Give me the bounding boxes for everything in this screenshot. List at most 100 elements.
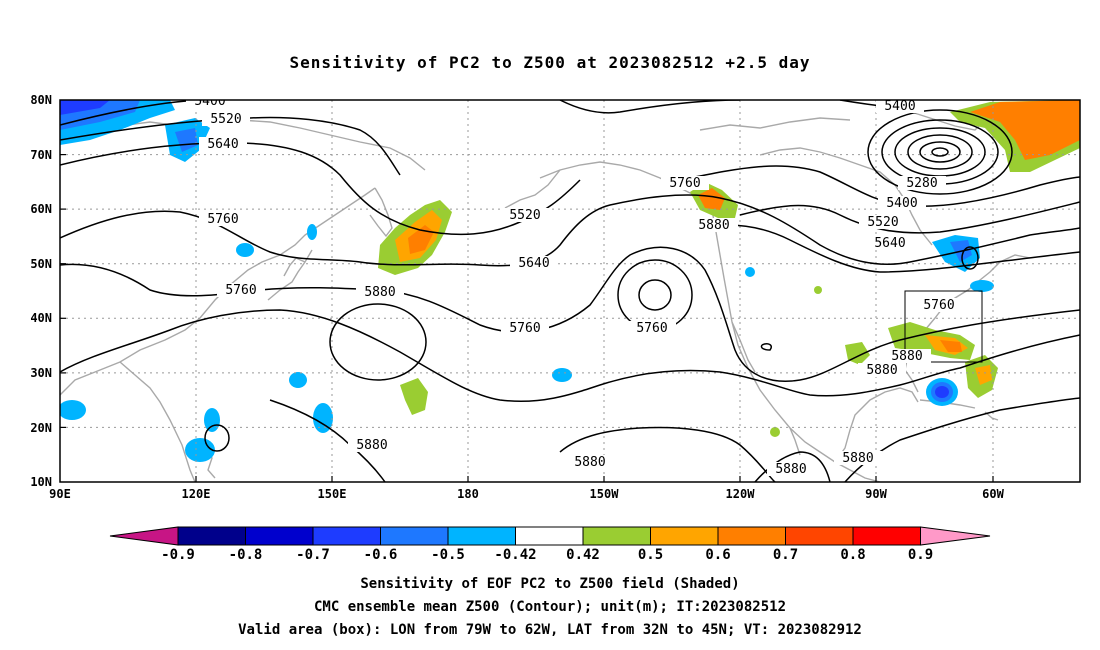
shade-negative-region (745, 267, 755, 277)
map-plot-area: 5400 5520 5640 5760 5760 5880 5640 5520 … (30, 93, 1081, 501)
colorbar-swatch (312, 526, 381, 546)
map-frame (59, 99, 1081, 483)
contour-label: 5640 (199, 137, 247, 152)
contour-label: 5760 (501, 321, 549, 336)
axis-ticks (60, 154, 994, 482)
svg-text:5880: 5880 (356, 438, 387, 453)
svg-text:5640: 5640 (518, 256, 549, 271)
contour-labels: 5400 5520 5640 5760 5760 5880 5640 5520 … (186, 99, 963, 477)
shade-negative-region (204, 408, 220, 432)
contour-label: 5400 (876, 99, 924, 114)
lon-label: 90W (865, 487, 887, 501)
contour-label: 5640 (510, 256, 558, 271)
contour-label: 5880 (834, 451, 882, 466)
lon-label: 120E (182, 487, 211, 501)
colorbar-tick-label: 0.5 (638, 547, 663, 563)
shade-positive-region (970, 100, 1080, 160)
contour-label: 5520 (859, 215, 907, 230)
svg-text:5880: 5880 (775, 462, 806, 477)
svg-text:5760: 5760 (636, 321, 667, 336)
svg-text:5640: 5640 (207, 137, 238, 152)
svg-text:5880: 5880 (891, 349, 922, 364)
colorbar-tick-label: -0.7 (296, 547, 330, 563)
lon-label: 150W (590, 487, 620, 501)
colorbar-swatch (920, 526, 991, 546)
contour-label: 5760 (199, 212, 247, 227)
shade-negative-region (970, 280, 994, 292)
caption-line: Valid area (box): LON from 79W to 62W, L… (238, 622, 862, 638)
lat-label: 30N (30, 366, 52, 380)
svg-text:5760: 5760 (207, 212, 238, 227)
lat-label: 60N (30, 202, 52, 216)
lat-label: 40N (30, 311, 52, 325)
colorbar-tick-label: -0.5 (431, 547, 465, 563)
shade-positive-region (770, 427, 780, 437)
contour-label: 5760 (628, 321, 676, 336)
svg-text:5760: 5760 (509, 321, 540, 336)
svg-text:5880: 5880 (866, 363, 897, 378)
colorbar-swatch (717, 526, 786, 546)
colorbar-tick-label: -0.9 (161, 547, 195, 563)
colorbar-swatch (582, 526, 651, 546)
contour-label: 5760 (915, 298, 963, 313)
svg-text:5640: 5640 (874, 236, 905, 251)
svg-text:5520: 5520 (509, 208, 540, 223)
contour-label: 5760 (217, 283, 265, 298)
shade-negative-region (175, 128, 198, 152)
sensitivity-shading (60, 100, 1080, 462)
contour-label: 5880 (348, 438, 396, 453)
lat-label: 20N (30, 421, 52, 435)
shade-negative-region (236, 243, 254, 257)
contour-label: 5880 (883, 349, 931, 364)
grid-lines (60, 100, 1080, 482)
colorbar-swatch (177, 526, 246, 546)
colorbar-swatch (785, 526, 854, 546)
lon-label: 120W (726, 487, 756, 501)
shade-positive-region (698, 188, 725, 210)
shade-positive-region (814, 286, 822, 294)
shade-negative-region (552, 368, 572, 382)
caption-line: CMC ensemble mean Z500 (Contour); unit(m… (314, 599, 786, 615)
figure-title: Sensitivity of PC2 to Z500 at 2023082512… (289, 53, 810, 72)
longitude-labels: 90E 120E 150E 180 150W 120W 90W 60W (49, 487, 1004, 501)
shade-positive-region (408, 225, 434, 254)
colorbar: -0.9 -0.8 -0.7 -0.6 -0.5 -0.42 0.42 0.5 … (109, 526, 991, 563)
contour-label: 5880 (690, 218, 738, 233)
contour-label: 5520 (501, 208, 549, 223)
lat-label: 70N (30, 148, 52, 162)
svg-text:5880: 5880 (698, 218, 729, 233)
lat-label: 50N (30, 257, 52, 271)
svg-text:5400: 5400 (886, 196, 917, 211)
colorbar-swatch (380, 526, 449, 546)
shade-negative-region (60, 400, 86, 420)
colorbar-swatch (447, 526, 516, 546)
colorbar-tick-label: 0.8 (840, 547, 865, 563)
svg-text:5760: 5760 (923, 298, 954, 313)
valid-area-box (904, 290, 983, 363)
latitude-labels: 80N 70N 60N 50N 40N 30N 20N 10N (30, 93, 52, 489)
lon-label: 180 (457, 487, 479, 501)
colorbar-tick-label: 0.7 (773, 547, 798, 563)
svg-text:5400: 5400 (884, 99, 915, 114)
svg-text:5520: 5520 (867, 215, 898, 230)
svg-text:5280: 5280 (906, 176, 937, 191)
contour-label: 5760 (661, 176, 709, 191)
contour-label: 5880 (767, 462, 815, 477)
contour-label: 5880 (566, 455, 614, 470)
shade-negative-region (289, 372, 307, 388)
contour-label: 5880 (356, 285, 404, 300)
svg-text:5880: 5880 (574, 455, 605, 470)
shade-negative-region (307, 224, 317, 240)
svg-text:5760: 5760 (669, 176, 700, 191)
colorbar-swatch (109, 526, 179, 546)
shade-negative-region (313, 403, 333, 433)
caption-line: Sensitivity of EOF PC2 to Z500 field (Sh… (360, 576, 739, 592)
colorbar-tick-label: 0.9 (908, 547, 933, 563)
lon-label: 150E (318, 487, 347, 501)
svg-text:5760: 5760 (225, 283, 256, 298)
lat-label: 80N (30, 93, 52, 107)
colorbar-swatch (245, 526, 314, 546)
contour-label: 5400 (186, 100, 234, 109)
colorbar-tick-label: 0.42 (566, 547, 600, 563)
